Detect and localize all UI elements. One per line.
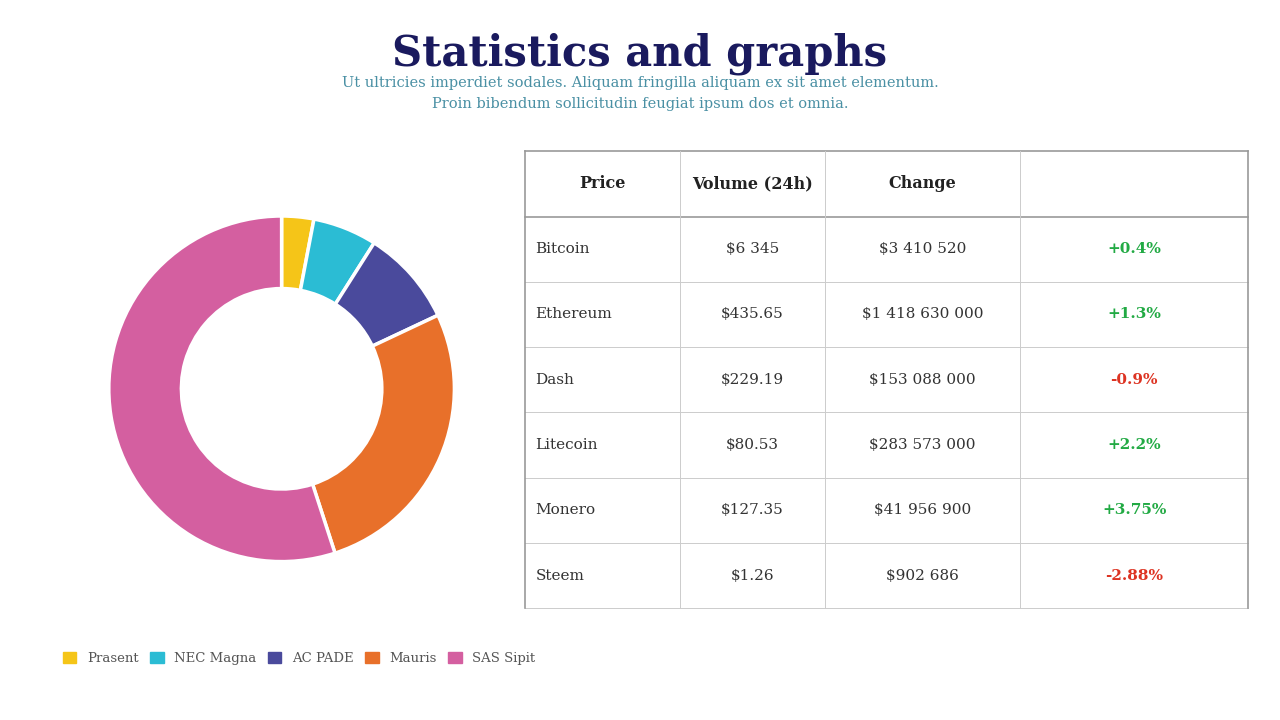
Text: +0.4%: +0.4% [1107, 242, 1161, 256]
Text: $435.65: $435.65 [721, 307, 783, 322]
Text: Monero: Monero [535, 503, 595, 518]
Text: Change: Change [888, 176, 956, 192]
Wedge shape [312, 315, 454, 553]
Text: Bitcoin: Bitcoin [535, 242, 590, 256]
Wedge shape [335, 243, 438, 346]
Text: +2.2%: +2.2% [1107, 438, 1161, 452]
Text: $1.26: $1.26 [731, 569, 774, 582]
Text: $6 345: $6 345 [726, 242, 780, 256]
Text: +3.75%: +3.75% [1102, 503, 1166, 518]
Text: Statistics and graphs: Statistics and graphs [393, 32, 887, 75]
Text: $153 088 000: $153 088 000 [869, 373, 975, 387]
Text: $3 410 520: $3 410 520 [879, 242, 966, 256]
Text: Volume (24h): Volume (24h) [692, 176, 813, 192]
Text: Ethereum: Ethereum [535, 307, 612, 322]
Text: $1 418 630 000: $1 418 630 000 [861, 307, 983, 322]
Text: Dash: Dash [535, 373, 575, 387]
Text: $229.19: $229.19 [721, 373, 785, 387]
Text: -0.9%: -0.9% [1110, 373, 1158, 387]
Text: -2.88%: -2.88% [1105, 569, 1164, 582]
Wedge shape [282, 216, 314, 290]
Text: Steem: Steem [535, 569, 585, 582]
Text: Ut ultricies imperdiet sodales. Aliquam fringilla aliquam ex sit amet elementum.: Ut ultricies imperdiet sodales. Aliquam … [342, 76, 938, 112]
Text: Price: Price [580, 176, 626, 192]
Text: $283 573 000: $283 573 000 [869, 438, 975, 452]
Text: $41 956 900: $41 956 900 [874, 503, 972, 518]
Text: $80.53: $80.53 [726, 438, 780, 452]
Wedge shape [301, 219, 374, 304]
Text: +1.3%: +1.3% [1107, 307, 1161, 322]
Legend: Prasent, NEC Magna, AC PADE, Mauris, SAS Sipit: Prasent, NEC Magna, AC PADE, Mauris, SAS… [58, 647, 540, 670]
Text: Litecoin: Litecoin [535, 438, 598, 452]
Wedge shape [109, 216, 335, 562]
Text: $902 686: $902 686 [886, 569, 959, 582]
Text: $127.35: $127.35 [721, 503, 783, 518]
